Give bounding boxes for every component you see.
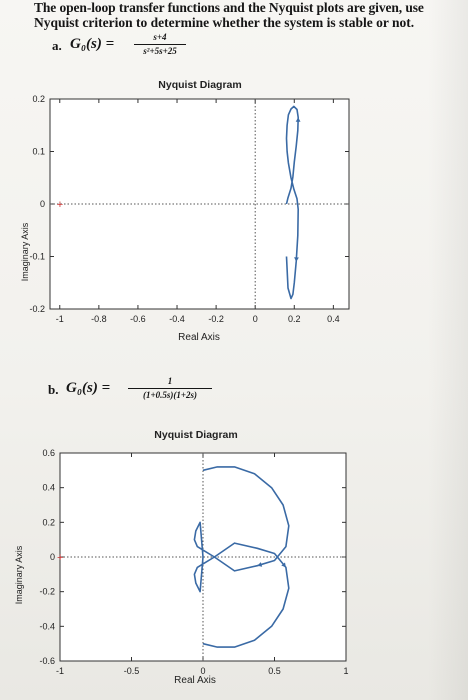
chart-b-ytick-label: 0 <box>50 552 55 562</box>
chart-a-xtick-label: 0 <box>253 314 258 324</box>
chart-b-ytick-label: 0.4 <box>42 483 55 493</box>
page-shadow <box>428 0 468 700</box>
chart-a-xtick-label: -0.4 <box>169 314 185 324</box>
problem-intro-line-2: Nyquist criterion to determine whether t… <box>34 15 415 30</box>
chart-b-nyquist-curve <box>193 466 290 648</box>
chart-b-ytick-label: -0.4 <box>39 621 55 631</box>
chart-a-ytick-label: 0.1 <box>32 147 45 157</box>
part-a-numerator: s+4 <box>153 32 167 42</box>
chart-a-direction-arrow <box>294 257 299 262</box>
chart-a-xtick-label: -1 <box>56 314 64 324</box>
part-a-lhs: G₀(s) = <box>70 36 115 52</box>
part-b-numerator: 1 <box>167 376 173 386</box>
chart-a-nyquist-curve <box>285 105 299 300</box>
problem-intro-line-1: The open-loop transfer functions and the… <box>34 0 424 15</box>
chart-b-ytick-label: 0.2 <box>42 517 55 527</box>
chart-a-xtick-label: -0.6 <box>130 314 146 324</box>
chart-b-direction-arrow <box>257 562 263 567</box>
chart-a-ytick-label: -0.1 <box>29 252 45 262</box>
chart-b-direction-arrow <box>281 562 286 568</box>
chart-b-ytick-label: -0.2 <box>39 587 55 597</box>
chart-a-plot-area <box>49 98 350 310</box>
chart-b-critical-point-marker: + <box>57 552 63 564</box>
chart-a-curve-group <box>285 105 301 300</box>
chart-a-critical-point-marker: + <box>57 199 63 211</box>
chart-b-xtick-label: -1 <box>56 666 64 676</box>
chart-a-ticks: -1 -0.8 -0.6 -0.4 -0.2 0 0.2 0.4 0.2 0.1 0 -0.1 -0.2… <box>29 94 349 324</box>
chart-b-ytick-label: 0.6 <box>42 448 55 458</box>
nyquist-chart-b: Nyquist Diagram Imaginary Axis Real Axis… <box>14 429 349 686</box>
part-b-label: b. <box>48 382 59 397</box>
part-a-fraction: s+4 s²+5s+25 <box>134 32 186 57</box>
fraction-bar <box>128 388 212 389</box>
fraction-bar <box>134 44 186 45</box>
chart-a-xtick-label: 0.2 <box>288 314 301 324</box>
chart-b-xtick-label: -0.5 <box>124 666 140 676</box>
chart-b-xtick-label: 1 <box>343 666 348 676</box>
chart-a-xtick-label: -0.8 <box>91 314 107 324</box>
chart-b-title: Nyquist Diagram <box>154 429 237 441</box>
chart-a-title: Nyquist Diagram <box>158 79 241 91</box>
chart-b-xlabel: Real Axis <box>174 675 216 686</box>
chart-b-ticks: -1 -0.5 0 0.5 1 0.6 0.4 0.2 0 -0.2 -0.4 -0.6 + <box>39 448 348 676</box>
chart-a-ytick-label: 0 <box>40 199 45 209</box>
chart-a-xtick-label: -0.2 <box>208 314 224 324</box>
chart-b-ylabel: Imaginary Axis <box>14 545 24 604</box>
part-a-denominator: s²+5s+25 <box>143 46 177 56</box>
chart-b-curve-group <box>193 466 290 648</box>
part-b-denominator: (1+0.5s)(1+2s) <box>143 390 197 400</box>
chart-a-xlabel: Real Axis <box>178 332 220 343</box>
part-a-label: a. <box>52 38 62 53</box>
chart-b-xtick-label: 0 <box>200 666 205 676</box>
chart-b-ytick-label: -0.6 <box>39 656 55 666</box>
nyquist-chart-a: Nyquist Diagram Imaginary Axis Real Axis… <box>20 79 350 343</box>
chart-a-ytick-label: -0.2 <box>29 304 45 314</box>
chart-a-direction-arrow <box>295 117 301 122</box>
chart-b-xtick-label: 0.5 <box>268 666 281 676</box>
chart-a-ytick-label: 0.2 <box>32 94 45 104</box>
chart-a-ylabel: Imaginary Axis <box>20 222 30 281</box>
part-b-fraction: 1 (1+0.5s)(1+2s) <box>128 376 212 401</box>
part-b-lhs: G₀(s) = <box>66 380 111 396</box>
chart-a-xtick-label: 0.4 <box>327 314 340 324</box>
